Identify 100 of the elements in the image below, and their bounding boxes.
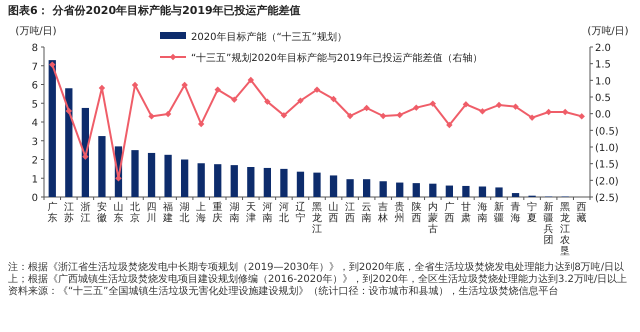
point bbox=[346, 112, 354, 120]
y-tick-label: 7 bbox=[32, 62, 38, 73]
point bbox=[578, 113, 585, 120]
y-axis-title: (万吨/日) bbox=[15, 25, 57, 37]
bar bbox=[131, 150, 139, 197]
point bbox=[380, 112, 386, 120]
point bbox=[413, 104, 420, 111]
x-tick-label: 安徽 bbox=[96, 201, 107, 224]
x-tick-label: 重庆 bbox=[212, 201, 223, 224]
x-tick-label: 青海 bbox=[510, 201, 521, 224]
point bbox=[198, 120, 204, 128]
point bbox=[264, 98, 271, 105]
bar bbox=[512, 193, 520, 197]
y-tick-label: 5 bbox=[32, 99, 38, 110]
x-tick-label: 北京 bbox=[130, 201, 140, 224]
x-tick-label: 黑龙江 bbox=[312, 202, 322, 235]
x-tick-label: 福建 bbox=[162, 201, 174, 224]
x-tick-label: 海南 bbox=[477, 201, 488, 224]
point bbox=[479, 108, 486, 115]
bar bbox=[495, 187, 503, 197]
y2-tick-label: (2.0) bbox=[595, 176, 619, 188]
bar bbox=[346, 179, 354, 197]
x-tick-label: 上海 bbox=[196, 201, 206, 224]
y-tick-label: 3 bbox=[32, 136, 38, 148]
bar bbox=[313, 172, 321, 197]
point bbox=[164, 110, 172, 118]
point bbox=[512, 103, 519, 110]
x-tick-label: 湖北 bbox=[180, 201, 190, 224]
legend-label: “十三五”规划2020年目标产能与2019年已投运产能差值（右轴） bbox=[191, 52, 482, 64]
x-tick-label: 陕西 bbox=[411, 201, 422, 224]
point bbox=[115, 175, 122, 182]
bar bbox=[48, 60, 56, 197]
bar bbox=[330, 175, 338, 197]
y2-tick-label: (0.5) bbox=[595, 126, 619, 138]
bar bbox=[98, 136, 106, 197]
x-tick-label: 广西 bbox=[444, 201, 454, 224]
x-tick-label: 江苏 bbox=[64, 201, 74, 224]
y-tick-label: 1 bbox=[32, 174, 38, 186]
bar bbox=[280, 168, 288, 197]
point bbox=[231, 96, 238, 103]
bar bbox=[164, 154, 172, 197]
bar bbox=[264, 168, 272, 197]
point bbox=[462, 101, 470, 108]
y2-tick-label: (1.5) bbox=[595, 160, 619, 171]
x-tick-label: 河北 bbox=[278, 201, 289, 224]
text: 资料来源：《“十三五”全国城镇生活垃圾无害化处理设施建设规划》（统计口径：设市城市和县城），生活垃圾焚烧信息平台 bbox=[8, 286, 560, 298]
x-tick-label: 四川 bbox=[146, 202, 157, 224]
y2-tick-label: 0.0 bbox=[595, 110, 611, 121]
x-tick-label: 辽宁 bbox=[295, 201, 306, 224]
bar bbox=[462, 186, 470, 197]
point bbox=[148, 113, 155, 120]
point bbox=[66, 108, 72, 114]
y-tick-label: 0 bbox=[32, 193, 38, 204]
point bbox=[314, 86, 320, 93]
y2-tick-label: (1.0) bbox=[595, 143, 619, 154]
text: 注：根据《浙江省生活垃圾焚烧发电中长期专项规划（2019—2030年）》，到2020年底，全省生活垃圾焚烧发电处理能力达到8万吨/日以上；根据《广西城镇生活垃圾焚烧发电项目建设规划修编（2016-2020年）》，到2020年，全区生活垃圾焚烧处理能力达到3.2万吨/日以上 bbox=[8, 262, 628, 286]
point bbox=[545, 108, 552, 116]
x-tick-label: 浙江 bbox=[80, 201, 90, 224]
x-tick-label: 贵州 bbox=[394, 201, 405, 224]
x-tick-label: 湖南 bbox=[229, 201, 240, 224]
bar bbox=[380, 181, 387, 197]
point bbox=[181, 82, 188, 88]
bar bbox=[65, 88, 72, 197]
x-tick-label: 江西 bbox=[345, 201, 356, 224]
bar bbox=[180, 160, 188, 197]
legend-label: 2020年目标产能（“十三五”规划） bbox=[191, 31, 347, 43]
point bbox=[446, 122, 453, 128]
point bbox=[430, 100, 436, 107]
y-tick-label: 4 bbox=[32, 118, 38, 129]
x-tick-label: 西藏 bbox=[576, 202, 587, 224]
bar bbox=[396, 182, 404, 197]
point bbox=[248, 76, 254, 84]
y2-tick-label: 1.0 bbox=[595, 76, 611, 88]
bar bbox=[362, 179, 370, 197]
bar bbox=[230, 165, 238, 197]
bar bbox=[148, 152, 156, 197]
y-tick-label: 6 bbox=[32, 80, 38, 92]
y2-tick-label: (2.5) bbox=[595, 193, 619, 204]
point bbox=[496, 102, 502, 108]
bar bbox=[214, 164, 222, 197]
x-tick-label: 甘肃 bbox=[460, 201, 471, 224]
x-tick-label: 山东 bbox=[113, 201, 124, 224]
point bbox=[363, 104, 370, 112]
y2-axis-title: (万吨/日) bbox=[587, 25, 629, 37]
bar bbox=[296, 172, 304, 197]
bar bbox=[198, 163, 205, 197]
bar bbox=[478, 186, 486, 197]
x-tick-label: 云南 bbox=[362, 202, 372, 224]
x-tick-label: 新疆兵团 bbox=[544, 201, 554, 246]
y2-tick-label: 2.0 bbox=[595, 43, 611, 54]
bar bbox=[412, 183, 420, 197]
point bbox=[528, 114, 536, 121]
x-tick-label: 广东 bbox=[47, 201, 58, 224]
chart-title: 图表6： 分省份2020年目标产能与2019年已投运产能差值 bbox=[8, 4, 301, 17]
y-tick-label: 2 bbox=[32, 156, 38, 166]
bar bbox=[247, 167, 254, 197]
point bbox=[49, 61, 56, 68]
x-tick-label: 内蒙古 bbox=[428, 201, 438, 235]
x-tick-label: 宁夏 bbox=[527, 201, 538, 224]
point bbox=[214, 86, 221, 93]
